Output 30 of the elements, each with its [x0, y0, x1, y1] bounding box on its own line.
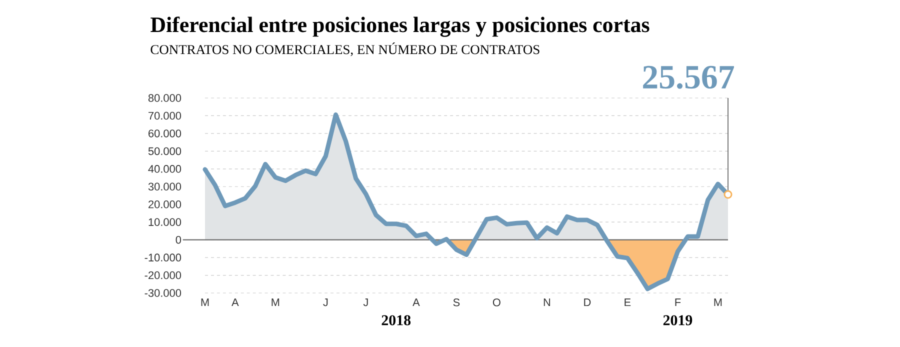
- y-tick-label: 20.000: [148, 200, 182, 208]
- y-tick-label: -10.000: [144, 254, 182, 262]
- x-tick-label: J: [323, 298, 328, 306]
- y-tick-label: 80.000: [148, 94, 182, 102]
- x-tick-label: D: [584, 298, 591, 306]
- chart-subtitle: CONTRATOS NO COMERCIALES, EN NÚMERO DE CONTRATOS: [150, 42, 540, 56]
- x-tick-label: M: [272, 298, 280, 306]
- x-tick-label: A: [412, 298, 420, 306]
- text: 25.567: [643, 66, 734, 89]
- x-tick-label: J: [363, 298, 368, 306]
- x-tick-label: F: [675, 298, 681, 306]
- y-tick-label: 40.000: [148, 165, 182, 173]
- y-tick-label: -20.000: [144, 271, 182, 280]
- x-tick-label: O: [492, 298, 500, 306]
- x-tick-label: M: [201, 298, 209, 306]
- y-tick-label: 30.000: [148, 182, 182, 191]
- chart-title: Diferencial entre posiciones largas y posiciones cortas: [150, 16, 650, 37]
- text: 2019: [663, 315, 692, 326]
- y-tick-label: 0: [176, 236, 182, 244]
- x-tick-label: N: [544, 298, 550, 306]
- y-tick-label: 60.000: [148, 130, 182, 138]
- y-tick-label: 70.000: [148, 112, 182, 120]
- y-tick-label: -30.000: [144, 289, 182, 297]
- x-tick-label: S: [453, 298, 460, 306]
- y-tick-label: 10.000: [148, 218, 182, 226]
- x-tick-label: M: [714, 298, 722, 306]
- x-tick-label: A: [232, 298, 239, 306]
- text: 2018: [382, 315, 411, 326]
- y-tick-label: 50.000: [148, 147, 182, 156]
- x-tick-label: E: [624, 298, 631, 306]
